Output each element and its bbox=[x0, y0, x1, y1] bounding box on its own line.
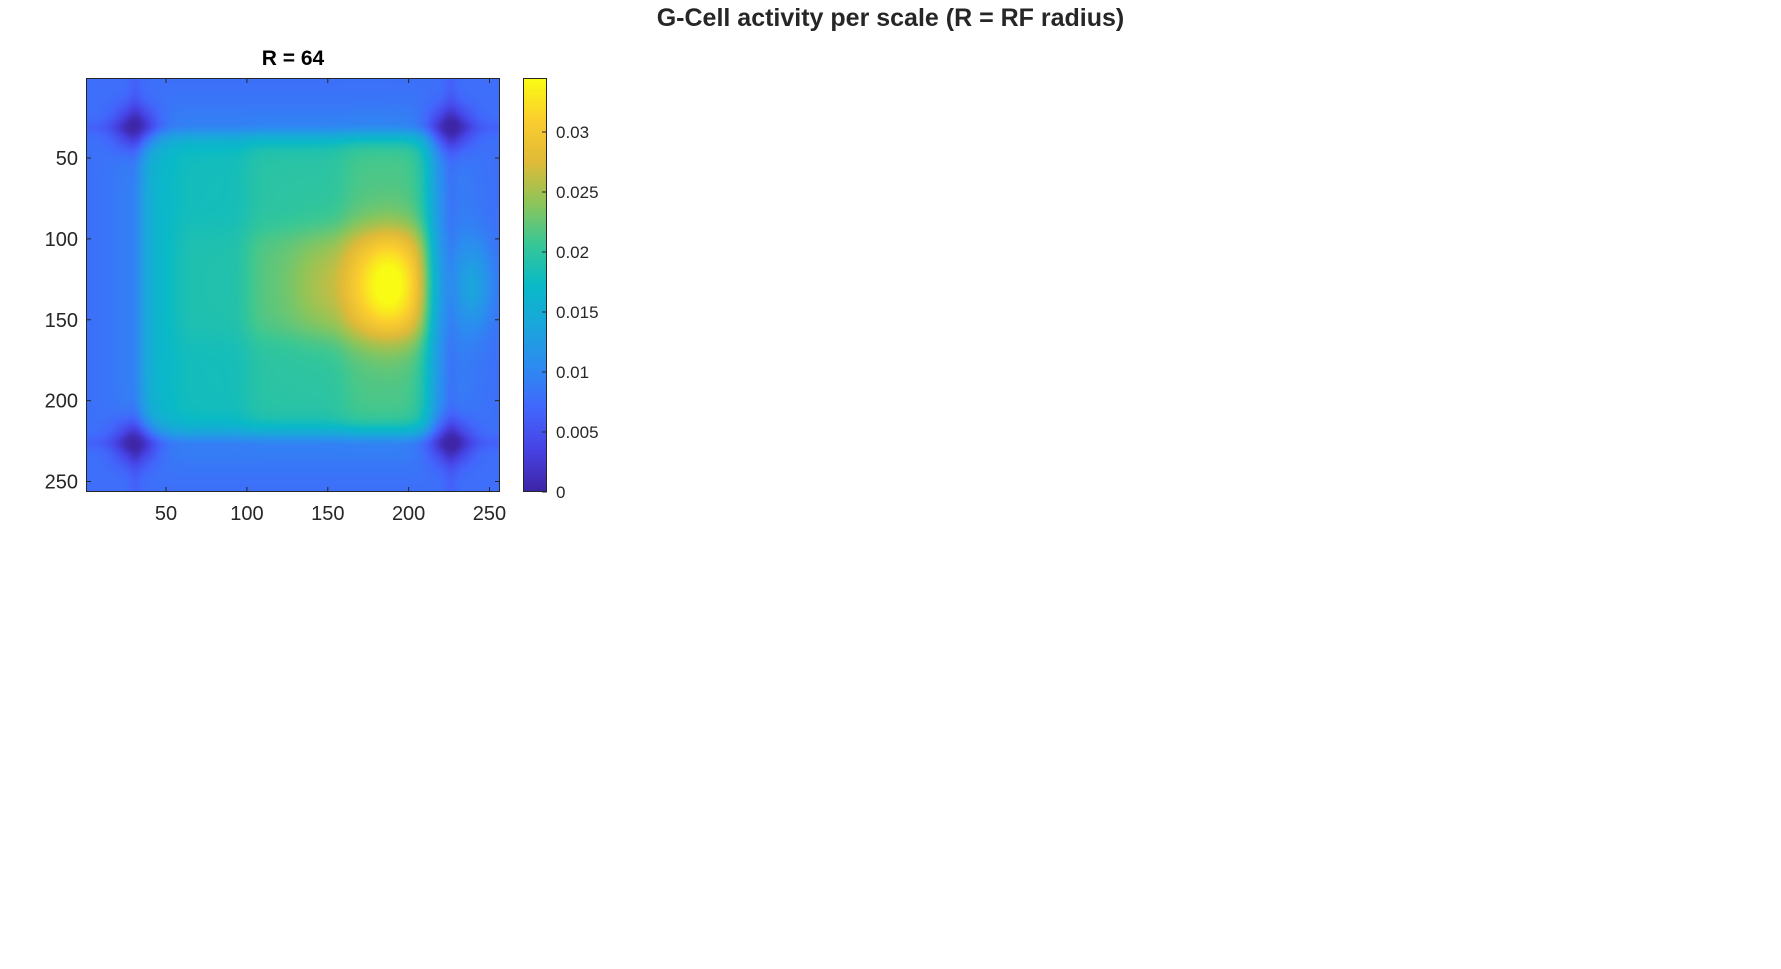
heatmap-canvas bbox=[87, 79, 499, 491]
y-tick-label: 150 bbox=[45, 310, 78, 332]
colorbar-tick-label: 0 bbox=[556, 483, 565, 502]
colorbar-gradient bbox=[524, 79, 546, 491]
colorbar-tick-label: 0.03 bbox=[556, 123, 589, 142]
colorbar bbox=[523, 78, 547, 492]
colorbar-tick-label: 0.005 bbox=[556, 423, 599, 442]
x-tick-label: 50 bbox=[155, 503, 177, 525]
y-tick-label: 200 bbox=[45, 391, 78, 413]
x-tick-label: 150 bbox=[311, 503, 344, 525]
colorbar-tick-label: 0.01 bbox=[556, 363, 589, 382]
y-tick-label: 100 bbox=[45, 229, 78, 251]
heatmap-image bbox=[86, 78, 500, 492]
x-tick-label: 200 bbox=[392, 503, 425, 525]
y-tick-label: 50 bbox=[56, 148, 78, 170]
figure-suptitle: G-Cell activity per scale (R = RF radius… bbox=[656, 4, 1125, 32]
colorbar-tick-label: 0.025 bbox=[556, 183, 599, 202]
x-tick-label: 250 bbox=[473, 503, 506, 525]
colorbar-tick-label: 0.015 bbox=[556, 303, 599, 322]
y-tick-label: 250 bbox=[45, 471, 78, 493]
colorbar-tick-label: 0.02 bbox=[556, 243, 589, 262]
x-tick-label: 100 bbox=[230, 503, 263, 525]
axes-title: R = 64 bbox=[261, 47, 325, 70]
